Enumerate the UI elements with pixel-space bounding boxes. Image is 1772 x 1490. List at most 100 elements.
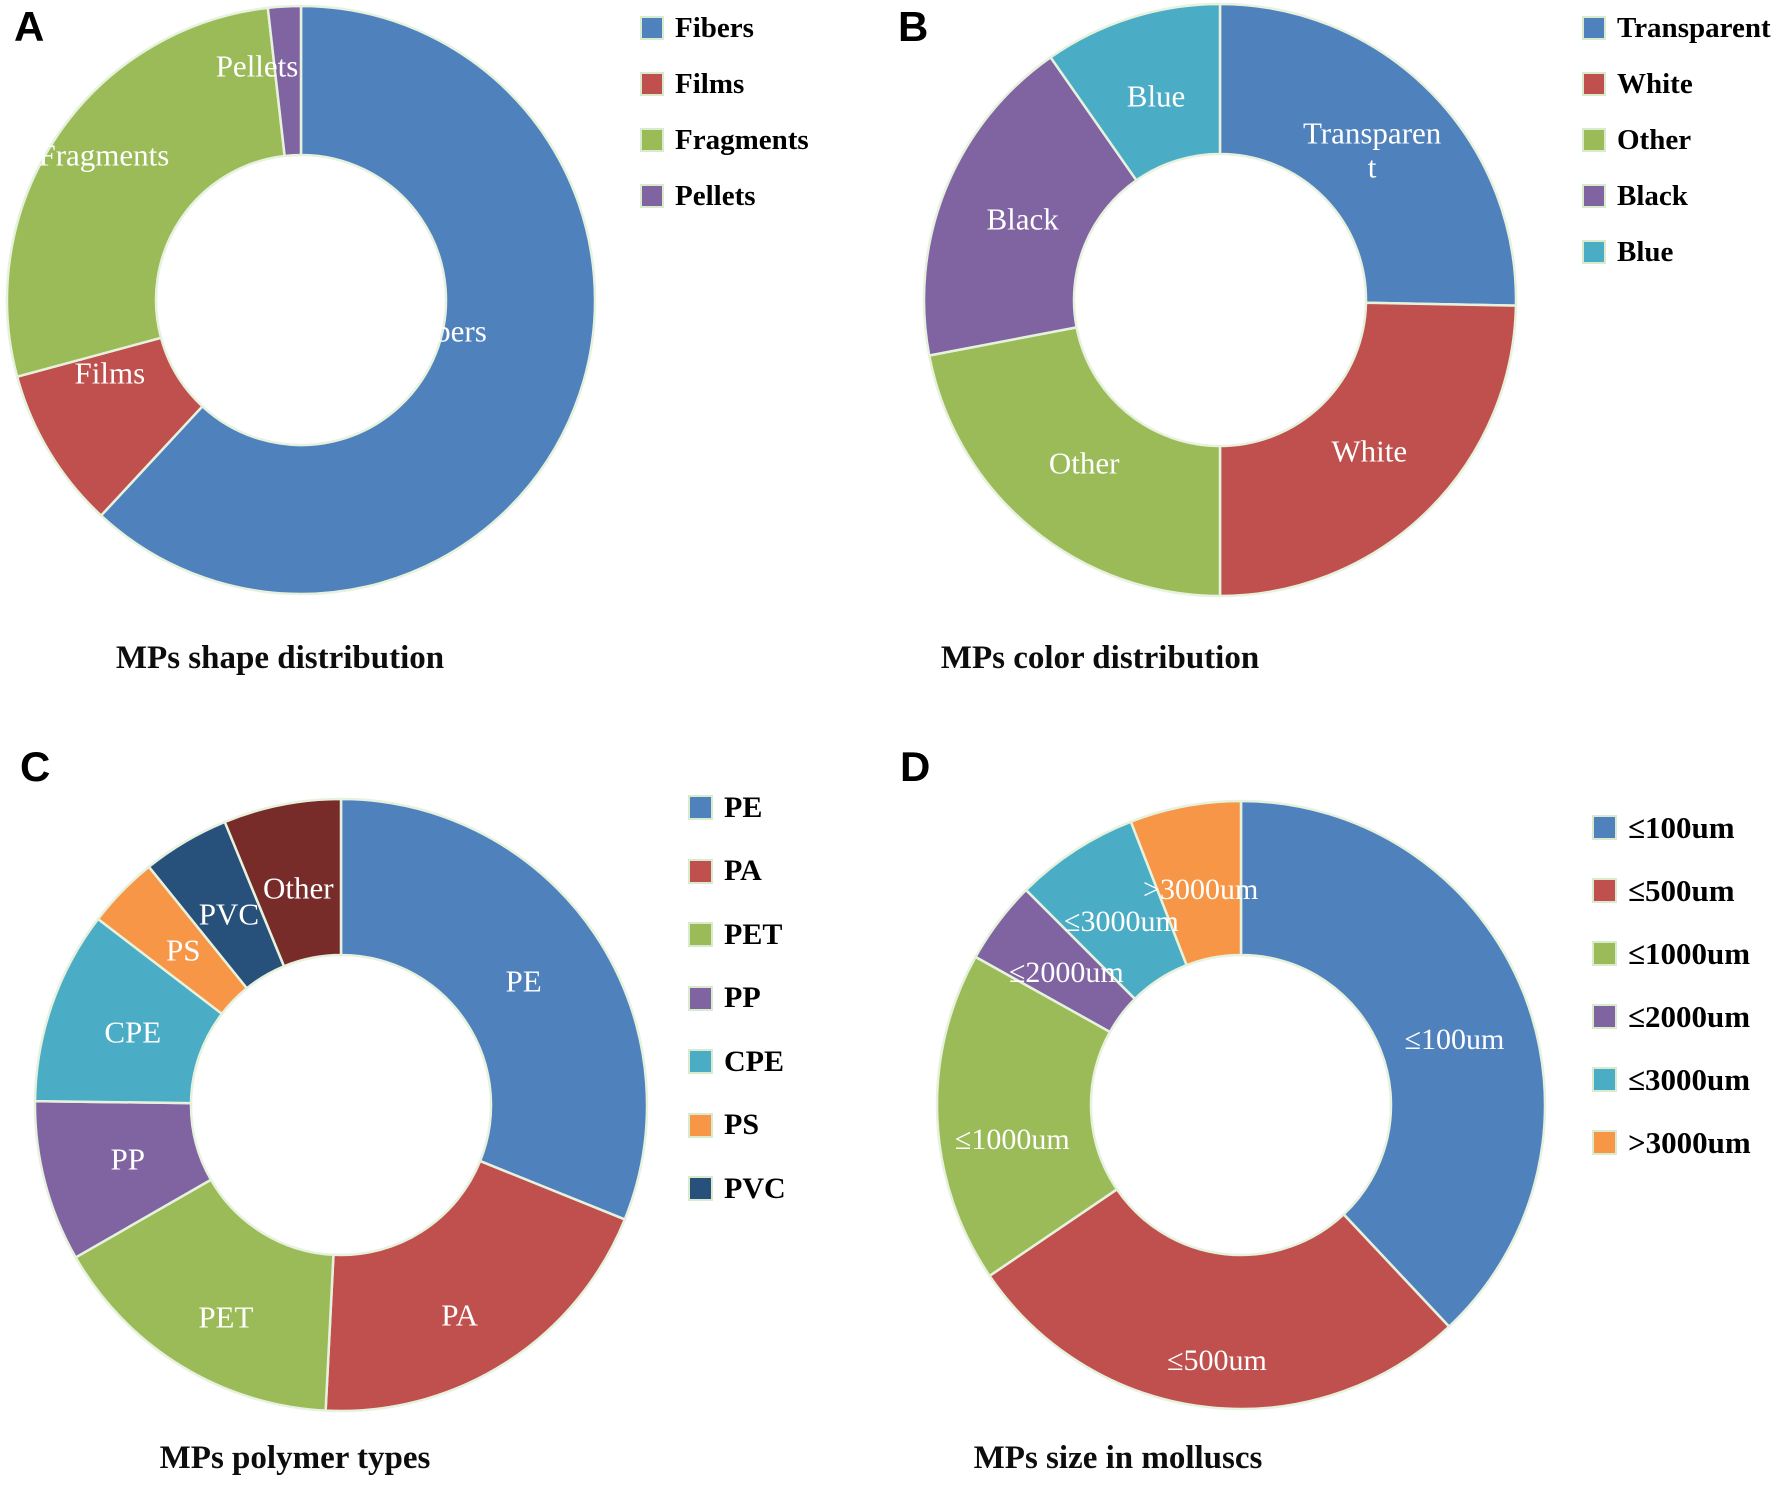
legend-swatch-icon bbox=[1582, 240, 1606, 264]
legend-label: Pellets bbox=[675, 179, 756, 212]
slice-label-2-ps: PS bbox=[166, 932, 201, 968]
legend-swatch-icon bbox=[688, 1049, 713, 1075]
legend-label: White bbox=[1617, 67, 1693, 100]
legend-swatch-icon bbox=[1592, 941, 1617, 966]
slice-label-3-1000um: ≤1000um bbox=[954, 1122, 1070, 1156]
legend-item-2-pvc: PVC bbox=[688, 1157, 786, 1221]
legend-label: PA bbox=[724, 854, 762, 888]
legend-swatch-icon bbox=[1582, 128, 1606, 152]
slice-1-white bbox=[1218, 301, 1518, 598]
legend-item-0-fragments: Fragments bbox=[640, 112, 809, 168]
legend-item-3-2000um: ≤2000um bbox=[1592, 985, 1751, 1048]
slice-3-1000um bbox=[935, 955, 1119, 1278]
slice-label-0-pellets: Pellets bbox=[215, 48, 299, 84]
panel-d-letter: D bbox=[900, 743, 931, 790]
legend-item-2-ps: PS bbox=[688, 1094, 786, 1158]
legend-swatch-icon bbox=[1592, 1130, 1617, 1155]
legend-swatch-icon bbox=[640, 16, 664, 40]
slice-3-100um bbox=[1239, 799, 1547, 1328]
legend-label: CPE bbox=[724, 1044, 784, 1078]
legend-item-2-pe: PE bbox=[688, 776, 786, 840]
legend-item-3-100um: ≤100um bbox=[1592, 796, 1751, 859]
legend-swatch-icon bbox=[640, 72, 664, 96]
legend-swatch-icon bbox=[1582, 72, 1606, 96]
slice-label-2-pet: PET bbox=[198, 1299, 254, 1335]
slice-2-pa bbox=[324, 1159, 627, 1413]
legend-swatch-icon bbox=[1592, 1067, 1617, 1092]
legend-item-0-films: Films bbox=[640, 56, 809, 112]
legend-swatch-icon bbox=[1592, 878, 1617, 903]
legend-swatch-icon bbox=[640, 128, 664, 152]
legend-item-3-500um: ≤500um bbox=[1592, 859, 1751, 922]
legend-label: ≤1000um bbox=[1628, 936, 1751, 971]
legend-item-1-black: Black bbox=[1582, 168, 1771, 224]
legend-item-3-3000um: >3000um bbox=[1592, 1111, 1751, 1174]
slice-2-pe bbox=[339, 797, 649, 1221]
slice-label-1-black: Black bbox=[986, 201, 1059, 237]
slice-label-1-blue: Blue bbox=[1126, 78, 1186, 114]
slice-label-0-films: Films bbox=[74, 356, 146, 392]
legend-swatch-icon bbox=[640, 184, 664, 208]
legend-label: ≤100um bbox=[1628, 810, 1735, 845]
legend-label: ≤500um bbox=[1628, 873, 1735, 908]
legend-swatch-icon bbox=[688, 1176, 713, 1202]
slice-label-3-100um: ≤100um bbox=[1404, 1023, 1505, 1057]
legend-item-1-white: White bbox=[1582, 56, 1771, 112]
slice-label-2-other: Other bbox=[263, 870, 334, 906]
slice-1-blue bbox=[1049, 2, 1222, 182]
slice-3-3000um bbox=[1129, 799, 1243, 967]
legend-swatch-icon bbox=[688, 1112, 713, 1138]
legend-label: Fibers bbox=[675, 11, 754, 44]
legend-label: ≤2000um bbox=[1628, 999, 1751, 1034]
panel-c-legend: PE PA PET PP CPE PS PVC bbox=[688, 776, 786, 1221]
legend-label: Films bbox=[675, 67, 745, 100]
slice-label-0-fibers: Fibers bbox=[409, 313, 487, 349]
slice-0-fibers bbox=[99, 4, 597, 596]
slice-label-2-pa: PA bbox=[441, 1297, 479, 1333]
legend-label: PP bbox=[724, 981, 761, 1015]
slice-label-3-500um: ≤500um bbox=[1167, 1343, 1267, 1377]
legend-item-2-cpe: CPE bbox=[688, 1030, 786, 1094]
slice-0-pellets bbox=[266, 4, 303, 158]
panel-c-title: MPs polymer types bbox=[159, 1440, 431, 1476]
slice-label-0-fragments: Fragments bbox=[38, 137, 170, 173]
slice-label-2-pe: PE bbox=[505, 963, 542, 999]
slice-2-other bbox=[223, 797, 343, 968]
panel-d-legend: ≤100um ≤500um ≤1000um ≤2000um ≤3000um >3000um bbox=[1592, 796, 1751, 1174]
legend-label: PVC bbox=[724, 1171, 786, 1205]
panel-b-legend: Transparent White Other Black Blue bbox=[1582, 0, 1771, 280]
legend-item-0-fibers: Fibers bbox=[640, 0, 809, 56]
panel-a-letter: A bbox=[14, 3, 45, 50]
legend-label: PS bbox=[724, 1108, 760, 1142]
panel-b-letter: B bbox=[898, 3, 929, 50]
legend-label: Blue bbox=[1617, 235, 1674, 268]
legend-swatch-icon bbox=[688, 795, 713, 821]
panel-a-legend: Fibers Films Fragments Pellets bbox=[640, 0, 809, 224]
legend-label: ≤3000um bbox=[1628, 1062, 1751, 1097]
legend-item-3-1000um: ≤1000um bbox=[1592, 922, 1751, 985]
slice-label-3-3000um: ≤3000um bbox=[1063, 904, 1179, 938]
legend-label: Other bbox=[1617, 123, 1692, 156]
panel-c-letter: C bbox=[20, 743, 51, 790]
slice-label-2-pp: PP bbox=[110, 1142, 146, 1178]
slice-2-pet bbox=[74, 1178, 335, 1412]
legend-item-0-pellets: Pellets bbox=[640, 168, 809, 224]
slice-label-3-3000um: >3000um bbox=[1143, 873, 1259, 907]
slice-label-2-cpe: CPE bbox=[104, 1014, 162, 1050]
legend-item-2-pa: PA bbox=[688, 840, 786, 904]
legend-label: >3000um bbox=[1628, 1125, 1751, 1160]
legend-label: Black bbox=[1617, 179, 1688, 212]
legend-item-1-blue: Blue bbox=[1582, 224, 1771, 280]
slice-3-500um bbox=[988, 1188, 1451, 1411]
panel-a-title: MPs shape distribution bbox=[115, 640, 445, 676]
legend-swatch-icon bbox=[688, 985, 713, 1011]
slice-label-1-other: Other bbox=[1048, 445, 1120, 481]
slice-1-other bbox=[927, 326, 1222, 598]
slice-label-3-2000um: ≤2000um bbox=[1008, 956, 1124, 990]
legend-label: PET bbox=[724, 917, 783, 951]
legend-item-2-pet: PET bbox=[688, 903, 786, 967]
slice-1-black bbox=[922, 56, 1138, 357]
legend-label: Transparent bbox=[1617, 11, 1771, 44]
